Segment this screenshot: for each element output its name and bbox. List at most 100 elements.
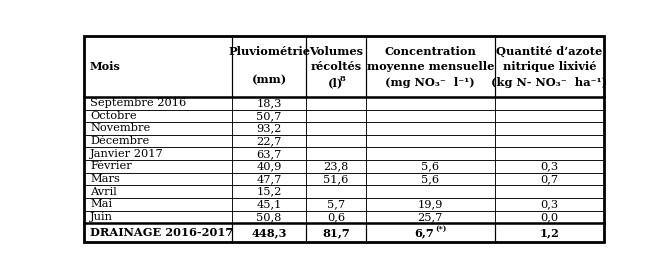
Bar: [84, 160, 232, 173]
Text: Novembre: Novembre: [90, 123, 150, 134]
Text: (mm): (mm): [252, 75, 287, 85]
Text: 1,2: 1,2: [539, 227, 559, 238]
Bar: [366, 135, 495, 147]
Bar: [306, 173, 366, 185]
Text: 5,7: 5,7: [327, 199, 345, 209]
Bar: [84, 110, 232, 122]
Bar: [84, 122, 232, 135]
Bar: [306, 185, 366, 198]
Bar: [306, 198, 366, 211]
Text: 19,9: 19,9: [417, 199, 443, 209]
Bar: [232, 110, 306, 122]
Bar: [306, 122, 366, 135]
Bar: [232, 160, 306, 173]
Text: 0,3: 0,3: [540, 199, 558, 209]
Text: 0,6: 0,6: [327, 212, 345, 222]
Bar: [232, 97, 306, 110]
Bar: [232, 36, 306, 97]
Text: 8: 8: [340, 75, 346, 83]
Text: Avril: Avril: [90, 187, 117, 197]
Text: Septembre 2016: Septembre 2016: [90, 98, 187, 108]
Bar: [495, 173, 604, 185]
Bar: [84, 173, 232, 185]
Bar: [84, 36, 232, 97]
Bar: [84, 97, 232, 110]
Bar: [306, 97, 366, 110]
Bar: [366, 211, 495, 223]
Text: 18,3: 18,3: [256, 98, 282, 108]
Bar: [84, 211, 232, 223]
Bar: [84, 135, 232, 147]
Text: Décembre: Décembre: [90, 136, 150, 146]
Bar: [306, 135, 366, 147]
Bar: [495, 110, 604, 122]
Text: Mois: Mois: [89, 61, 120, 72]
Bar: [366, 185, 495, 198]
Text: 0,3: 0,3: [540, 161, 558, 171]
Text: Mai: Mai: [90, 199, 112, 209]
Bar: [366, 122, 495, 135]
Bar: [232, 198, 306, 211]
Text: (l): (l): [328, 77, 344, 88]
Text: 0,0: 0,0: [540, 212, 558, 222]
Text: Juin: Juin: [90, 212, 113, 222]
Text: Volumes: Volumes: [309, 46, 363, 57]
Bar: [495, 122, 604, 135]
Bar: [366, 223, 495, 242]
Text: récoltés: récoltés: [310, 61, 362, 72]
Text: 45,1: 45,1: [256, 199, 282, 209]
Text: 63,7: 63,7: [256, 149, 282, 159]
Text: 15,2: 15,2: [256, 187, 282, 197]
Bar: [495, 36, 604, 97]
Bar: [495, 185, 604, 198]
Bar: [495, 223, 604, 242]
Text: Février: Février: [90, 161, 132, 171]
Bar: [306, 211, 366, 223]
Text: nitrique lixivié: nitrique lixivié: [503, 61, 596, 72]
Bar: [232, 185, 306, 198]
Text: Octobre: Octobre: [90, 111, 137, 121]
Bar: [495, 160, 604, 173]
Bar: [84, 198, 232, 211]
Text: 40,9: 40,9: [256, 161, 282, 171]
Bar: [232, 173, 306, 185]
Bar: [366, 198, 495, 211]
Bar: [495, 147, 604, 160]
Text: 50,8: 50,8: [256, 212, 282, 222]
Text: 51,6: 51,6: [323, 174, 348, 184]
Bar: [84, 185, 232, 198]
Bar: [306, 160, 366, 173]
Bar: [232, 223, 306, 242]
Bar: [495, 97, 604, 110]
Bar: [84, 223, 232, 242]
Text: 6,7: 6,7: [414, 227, 434, 238]
Text: 22,7: 22,7: [256, 136, 282, 146]
Text: 448,3: 448,3: [251, 227, 287, 238]
Text: 0,7: 0,7: [540, 174, 558, 184]
Text: 5,6: 5,6: [421, 161, 440, 171]
Text: Mars: Mars: [90, 174, 120, 184]
Bar: [232, 135, 306, 147]
Text: 93,2: 93,2: [256, 123, 282, 134]
Text: Quantité d’azote: Quantité d’azote: [496, 46, 603, 57]
Text: (*): (*): [435, 225, 447, 233]
Text: 81,7: 81,7: [322, 227, 350, 238]
Text: 50,7: 50,7: [256, 111, 282, 121]
Text: 5,6: 5,6: [421, 174, 440, 184]
Bar: [306, 223, 366, 242]
Bar: [366, 147, 495, 160]
Bar: [366, 36, 495, 97]
Bar: [306, 147, 366, 160]
Bar: [84, 147, 232, 160]
Text: 25,7: 25,7: [417, 212, 443, 222]
Bar: [232, 122, 306, 135]
Bar: [366, 110, 495, 122]
Bar: [366, 173, 495, 185]
Text: 47,7: 47,7: [256, 174, 282, 184]
Text: 23,8: 23,8: [323, 161, 348, 171]
Bar: [495, 211, 604, 223]
Bar: [232, 147, 306, 160]
Bar: [306, 110, 366, 122]
Bar: [232, 211, 306, 223]
Bar: [306, 36, 366, 97]
